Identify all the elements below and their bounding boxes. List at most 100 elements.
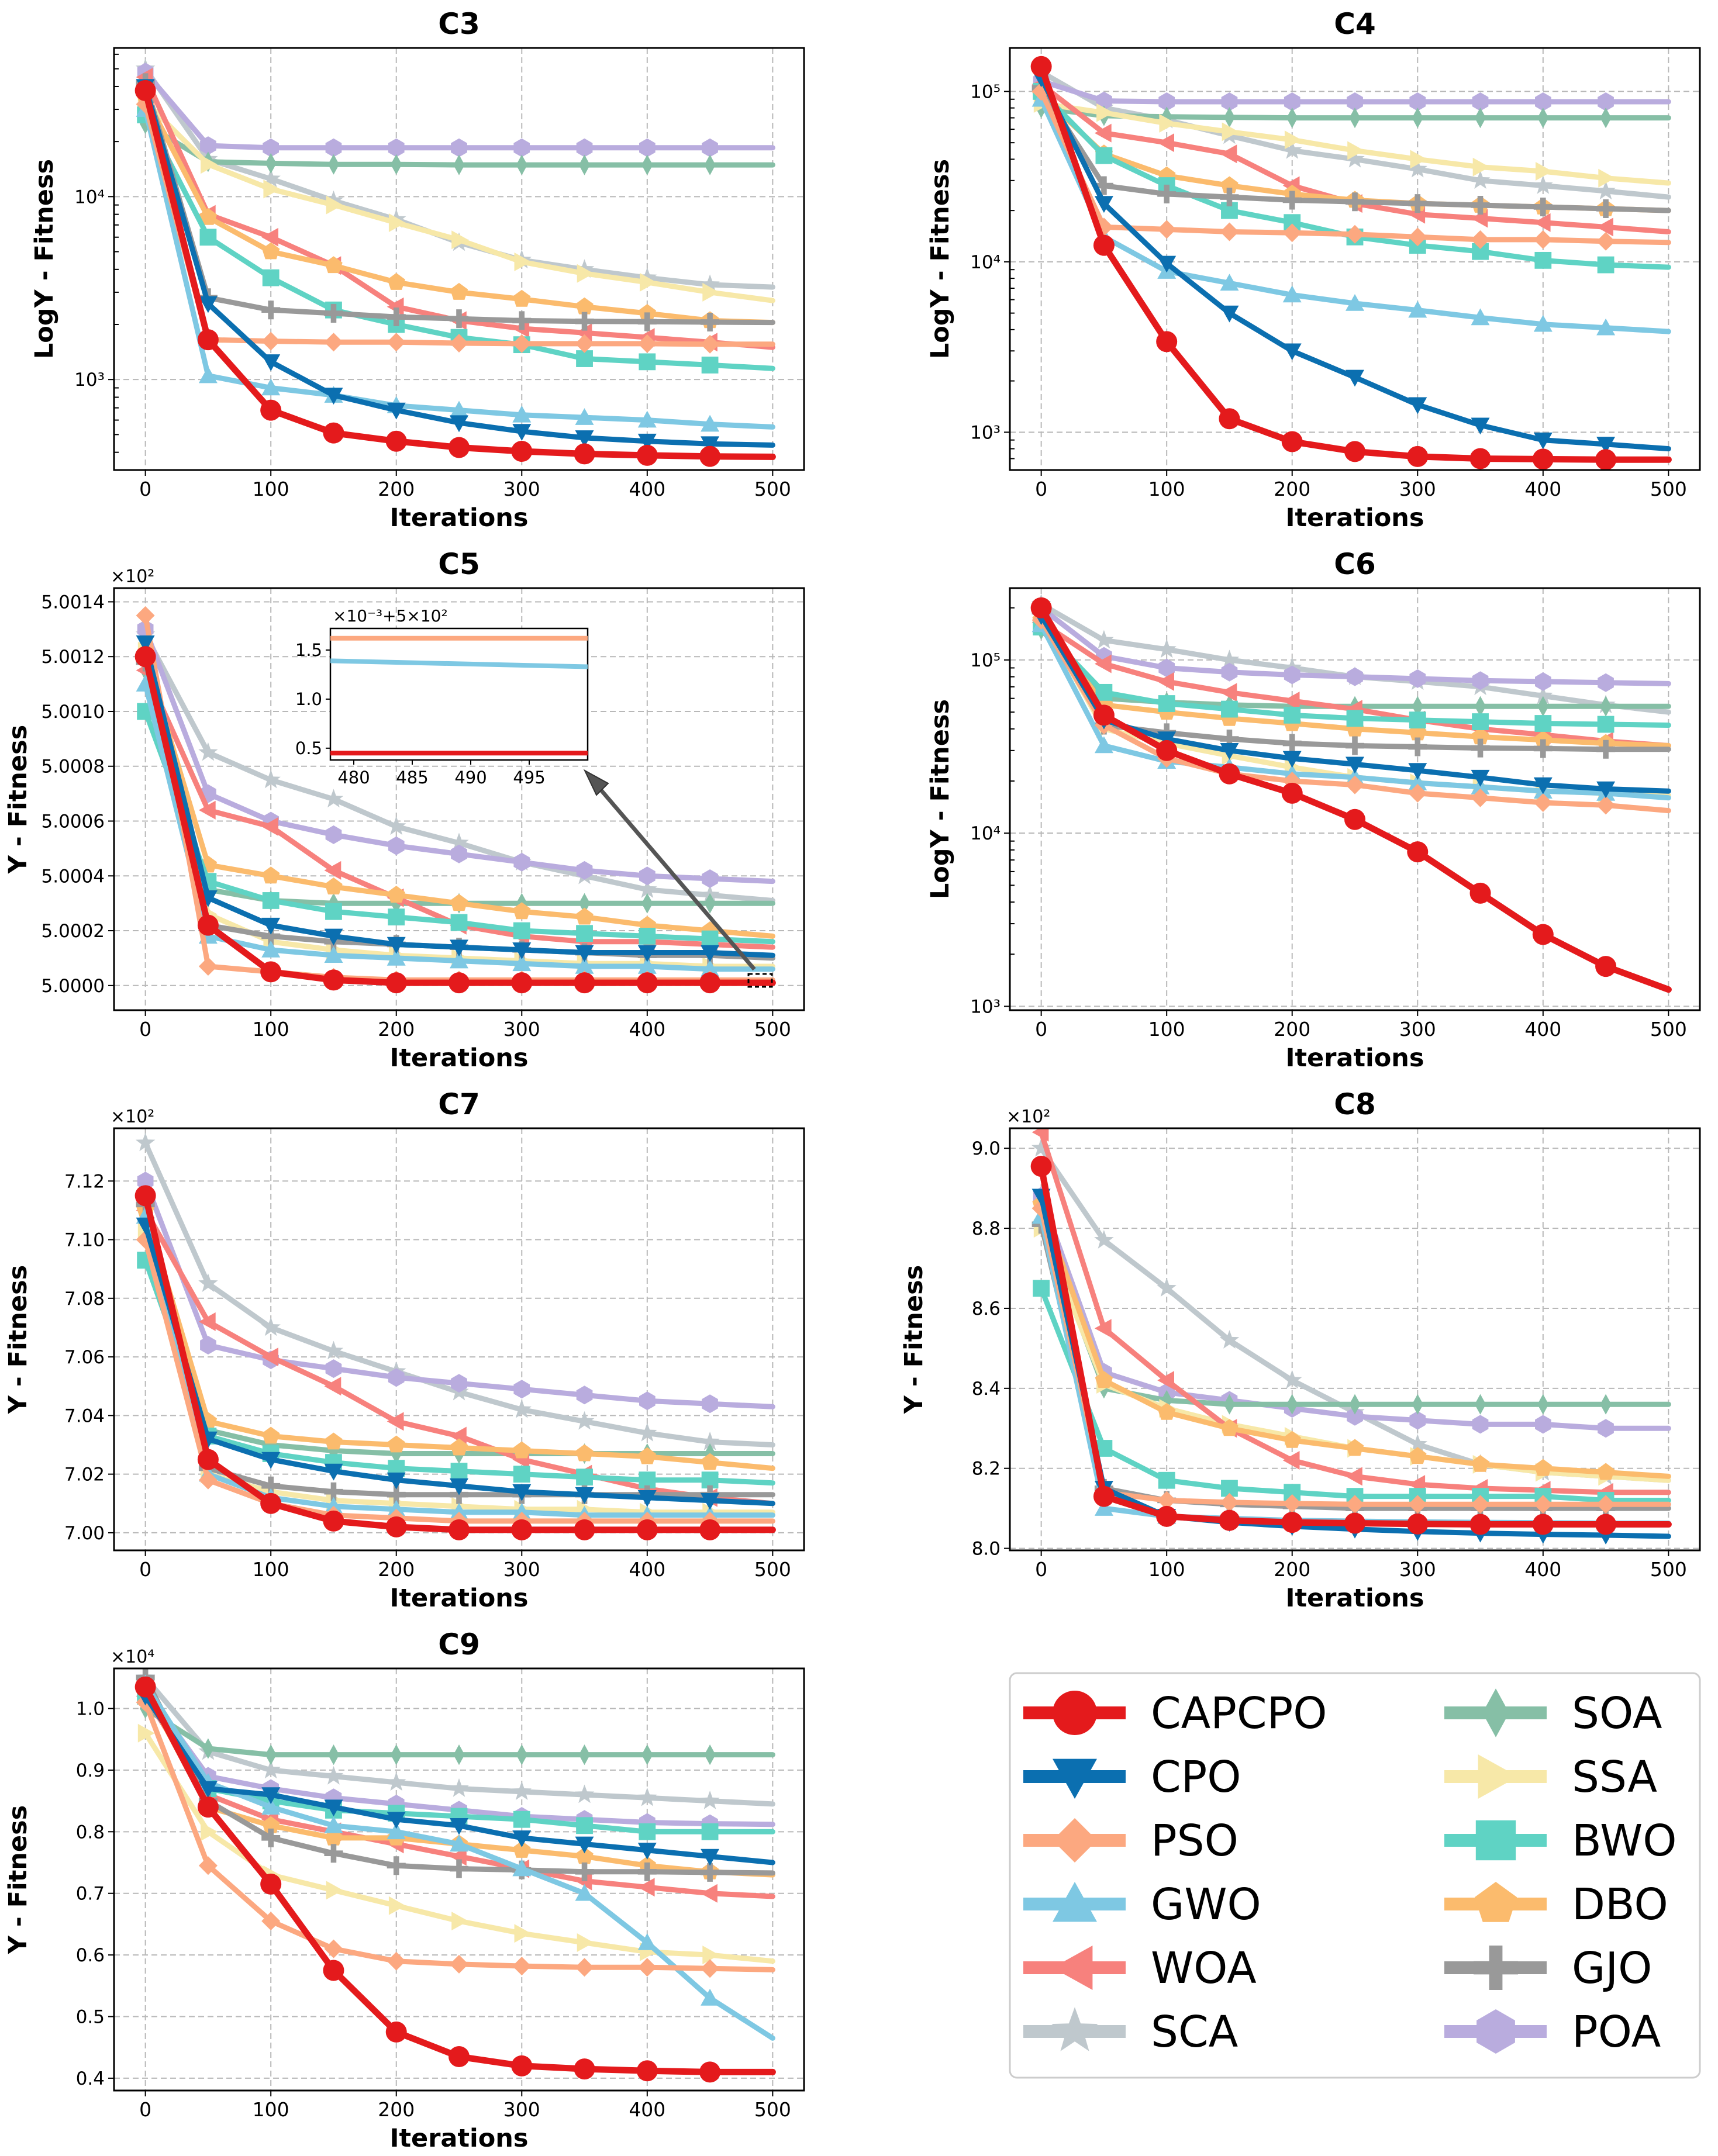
- data-point-dbo: [1283, 1431, 1301, 1448]
- axes-frame: [113, 587, 805, 1011]
- data-point-ssa: [1096, 103, 1113, 122]
- x-tick-label: 400: [1524, 1558, 1561, 1581]
- data-point-bwo: [513, 922, 530, 939]
- data-point-capcpo: [1281, 431, 1303, 452]
- series-line-poa: [143, 69, 775, 151]
- data-point-poa: [1158, 658, 1175, 678]
- legend-label: WOA: [1151, 1943, 1257, 1993]
- data-point-pso: [637, 334, 657, 353]
- data-point-sca: [574, 1784, 595, 1803]
- chart-panel-c5: 0 100 200 300 400 500 5.0000 5.0002 5.0004 5.0006…: [4, 547, 805, 1073]
- data-point-gjo: [701, 312, 720, 331]
- data-point-pso: [1220, 222, 1239, 241]
- data-point-capcpo: [1281, 1512, 1303, 1533]
- data-point-bwo: [325, 903, 342, 920]
- y-tick-label: 5.0010: [42, 702, 105, 723]
- chart-panels: 0 100 200 300 400 500 10³ 10⁴ C3 Iterations LogY -…: [4, 7, 1701, 2153]
- data-point-dbo: [1220, 176, 1239, 194]
- data-point-capcpo: [323, 422, 344, 444]
- x-axis-label: Iterations: [1286, 1584, 1424, 1613]
- data-point-soa: [1474, 696, 1486, 717]
- data-point-woa: [198, 800, 216, 820]
- data-point-pso: [701, 1959, 720, 1978]
- data-point-gjo: [387, 1485, 406, 1504]
- data-point-sca: [261, 769, 281, 789]
- x-tick-label: 500: [754, 1018, 791, 1041]
- data-point-ssa: [388, 213, 406, 232]
- data-point-cpo: [701, 945, 720, 962]
- data-point-poa: [451, 844, 467, 863]
- data-point-cpo: [136, 635, 155, 652]
- data-point-gjo: [1220, 188, 1239, 207]
- data-point-poa: [325, 825, 342, 844]
- data-point-cpo: [1346, 756, 1364, 774]
- x-tick-label: 100: [1148, 1558, 1185, 1581]
- series-group: [134, 58, 776, 467]
- x-tick-label: 200: [378, 1558, 415, 1581]
- data-point-poa: [1598, 673, 1614, 692]
- data-point-woa: [575, 323, 592, 343]
- data-point-gwo: [450, 400, 468, 418]
- data-point-soa: [578, 1744, 591, 1765]
- grid: [1010, 588, 1700, 1010]
- legend-marker: [1053, 1946, 1093, 1990]
- x-tick-label: 400: [629, 478, 665, 500]
- data-point-pso: [1157, 1491, 1177, 1510]
- data-point-poa: [1409, 669, 1426, 688]
- series-line-woa: [143, 74, 775, 350]
- data-point-gwo: [1094, 1499, 1113, 1516]
- data-point-sca: [1345, 148, 1365, 168]
- legend-item-gjo: GJO: [1444, 1943, 1652, 1993]
- data-point-capcpo: [1532, 448, 1554, 470]
- data-point-poa: [137, 1172, 154, 1191]
- data-point-cpo: [512, 942, 532, 959]
- y-tick-label: 10⁴: [970, 252, 1001, 273]
- data-point-dbo: [387, 886, 405, 903]
- data-point-cpo: [261, 1787, 281, 1805]
- data-point-capcpo: [511, 440, 533, 462]
- y-tick-label: 10⁴: [74, 186, 105, 208]
- data-point-gwo: [387, 1499, 406, 1517]
- data-point-woa: [261, 227, 278, 247]
- x-tick-label: 500: [1650, 478, 1687, 500]
- x-tick-label: 500: [754, 478, 791, 500]
- data-point-soa: [391, 1744, 402, 1765]
- data-point-gwo: [701, 959, 720, 977]
- data-point-gwo: [387, 1822, 406, 1840]
- data-point-bwo: [639, 1823, 656, 1840]
- data-point-dbo: [513, 1441, 531, 1459]
- x-tick-label: 500: [1650, 1558, 1687, 1581]
- y-tick-label: 8.2: [972, 1459, 1001, 1480]
- data-point-cpo: [512, 1484, 532, 1501]
- data-point-gjo: [387, 307, 406, 327]
- data-point-woa: [387, 297, 404, 316]
- legend-label: SCA: [1151, 2007, 1239, 2057]
- legend-item-poa: POA: [1444, 2007, 1661, 2057]
- y-axis-label: LogY - Fitness: [926, 159, 955, 359]
- data-point-sca: [387, 816, 406, 835]
- data-point-bwo: [576, 925, 593, 942]
- data-point-soa: [1474, 108, 1486, 129]
- x-tick-label: 100: [1148, 1018, 1185, 1041]
- data-point-capcpo: [197, 1796, 219, 1818]
- x-axis-label: Iterations: [390, 503, 529, 533]
- data-point-pso: [1533, 1495, 1553, 1514]
- axis-multiplier: ×10²: [111, 566, 154, 587]
- data-point-woa: [324, 1377, 341, 1396]
- data-point-cpo: [1157, 731, 1177, 748]
- data-point-poa: [1472, 1415, 1489, 1434]
- data-point-bwo: [576, 1817, 593, 1834]
- data-point-bwo: [1472, 713, 1489, 730]
- series-line-sca: [143, 1140, 775, 1447]
- data-point-ssa: [1598, 168, 1616, 188]
- data-point-soa: [641, 154, 653, 175]
- data-point-cpo: [198, 1781, 218, 1798]
- data-point-gwo: [701, 414, 720, 432]
- y-tick-label: 10³: [970, 422, 1001, 443]
- legend-label: GJO: [1572, 1943, 1652, 1993]
- series-line-sca: [1039, 1145, 1671, 1483]
- data-point-ssa: [1159, 113, 1177, 133]
- data-point-capcpo: [1469, 448, 1491, 469]
- data-point-woa: [198, 1312, 216, 1331]
- data-point-dbo: [387, 1435, 405, 1453]
